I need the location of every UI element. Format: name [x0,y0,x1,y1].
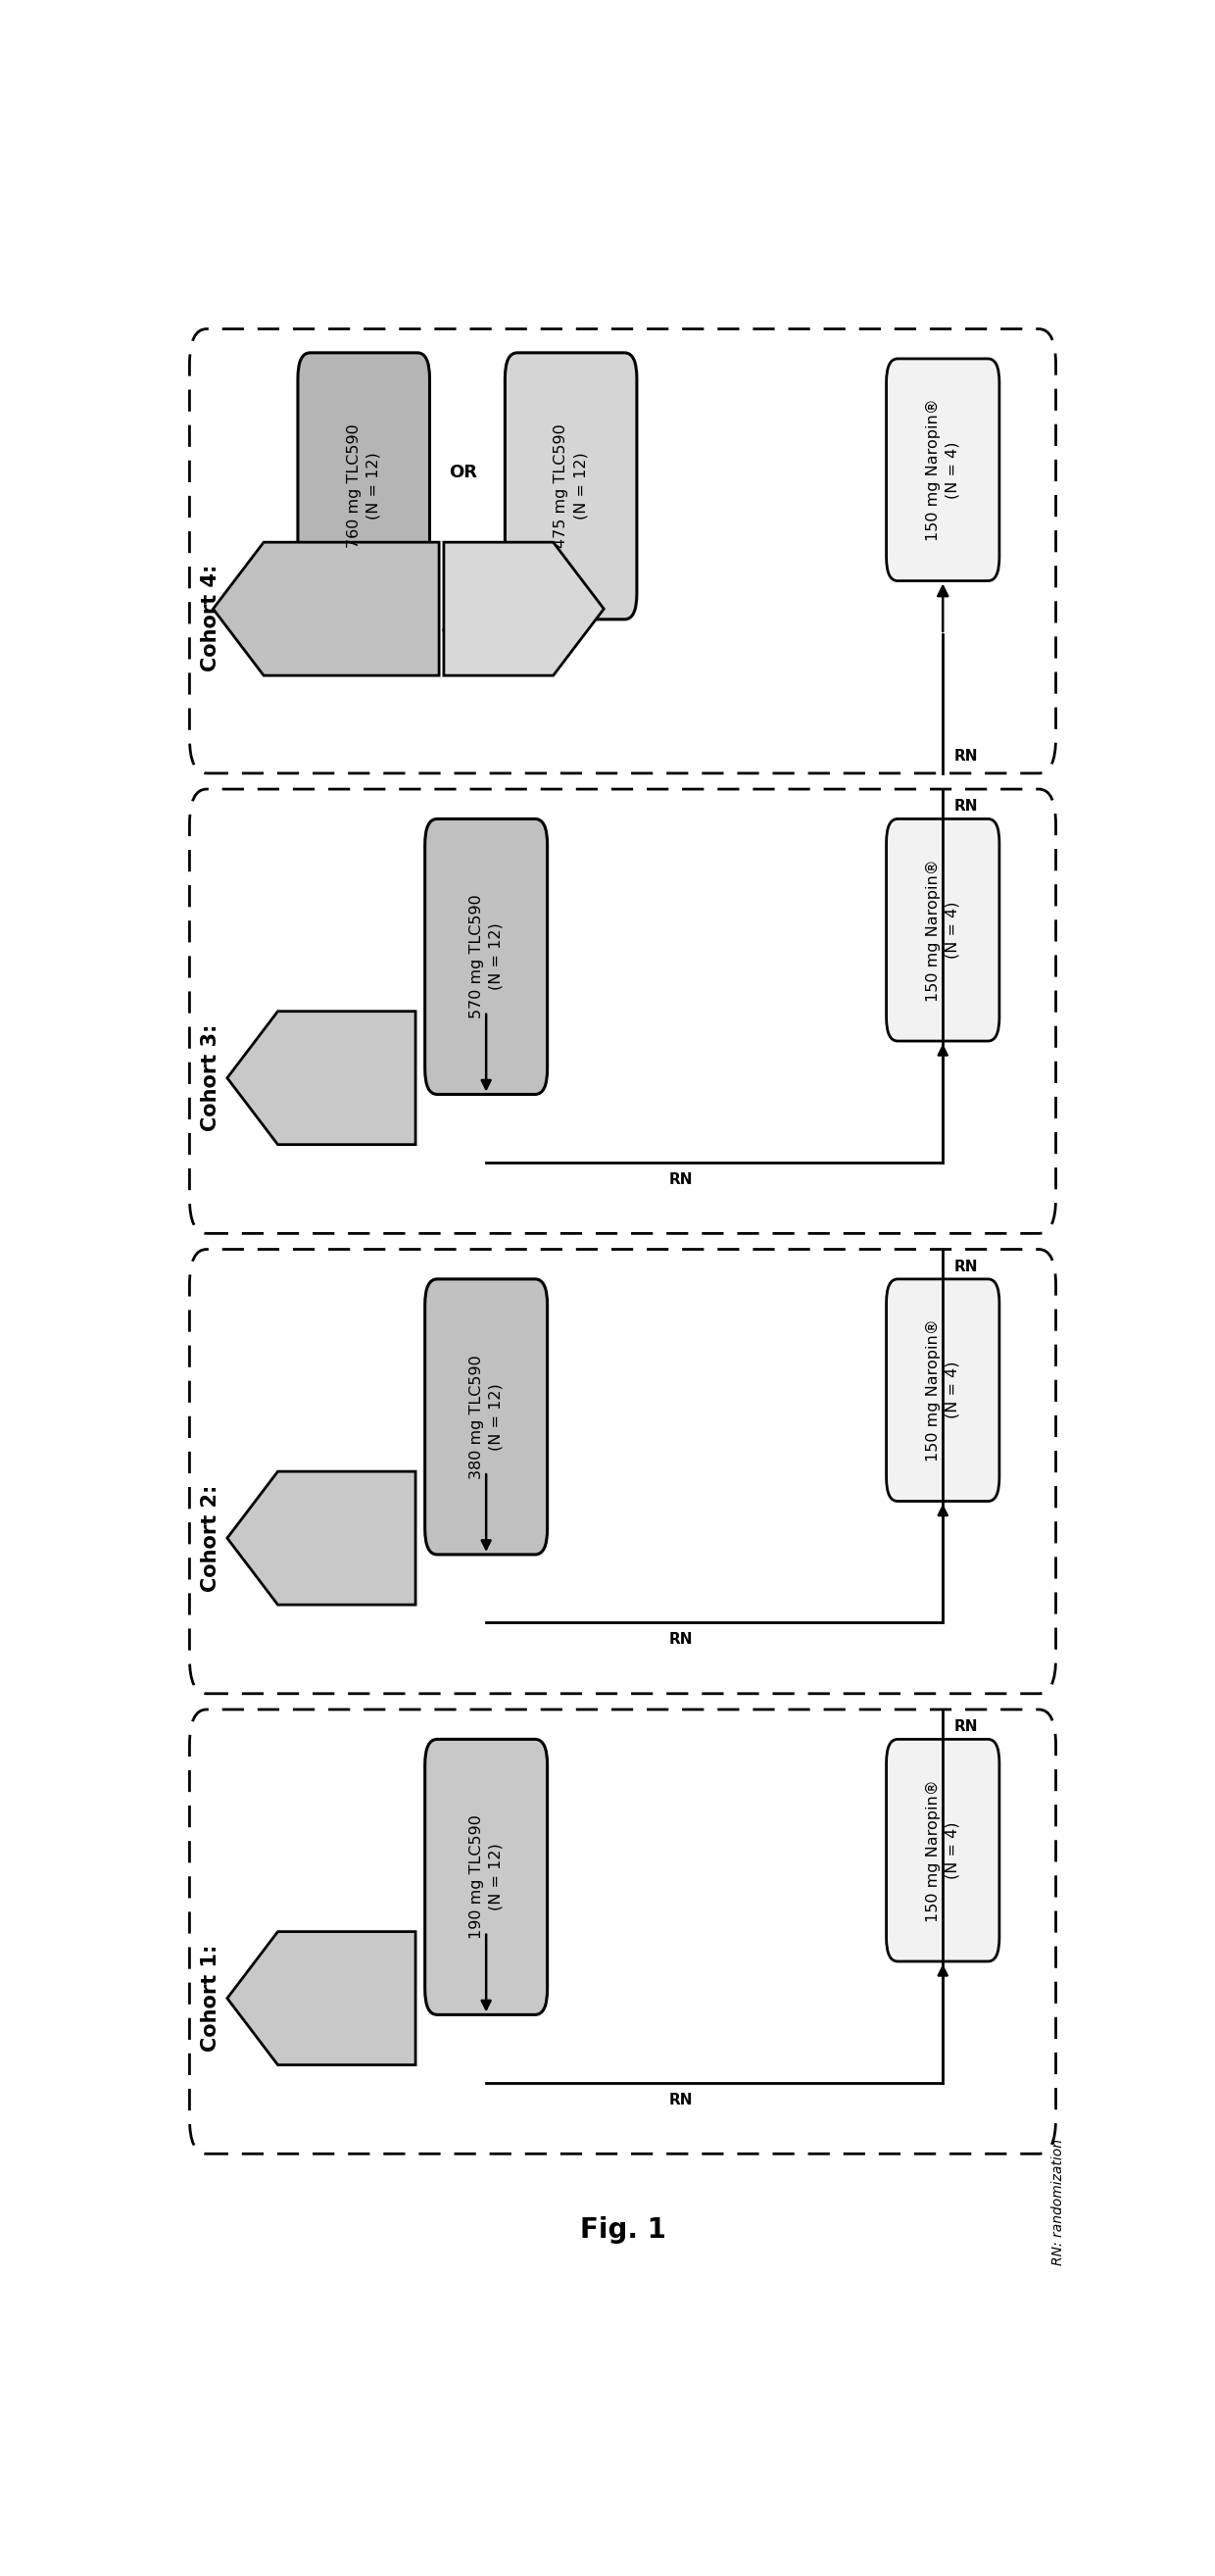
Polygon shape [443,541,604,675]
Text: RN: RN [668,2092,693,2107]
FancyBboxPatch shape [425,819,547,1095]
Text: Cohort 2:: Cohort 2: [200,1484,220,1592]
FancyBboxPatch shape [505,353,637,618]
Polygon shape [227,1012,416,1144]
Text: 150 mg Naropin®
(N = 4): 150 mg Naropin® (N = 4) [926,858,960,1002]
Polygon shape [227,1932,416,2066]
Polygon shape [213,541,439,675]
FancyBboxPatch shape [887,1280,999,1502]
Text: Cohort 3:: Cohort 3: [200,1025,220,1131]
Text: 150 mg Naropin®
(N = 4): 150 mg Naropin® (N = 4) [926,399,960,541]
Text: 380 mg TLC590
(N = 12): 380 mg TLC590 (N = 12) [469,1355,503,1479]
Polygon shape [227,1471,416,1605]
Text: 190 mg TLC590
(N = 12): 190 mg TLC590 (N = 12) [469,1814,503,1940]
Text: Fig. 1: Fig. 1 [580,2215,666,2244]
Text: 475 mg TLC590
(N = 12): 475 mg TLC590 (N = 12) [554,425,588,549]
Text: Cohort 1:: Cohort 1: [200,1945,220,2053]
Text: 760 mg TLC590
(N = 12): 760 mg TLC590 (N = 12) [346,425,380,549]
Text: RN: RN [954,799,978,814]
Text: 150 mg Naropin®
(N = 4): 150 mg Naropin® (N = 4) [926,1780,960,1922]
Text: RN: RN [668,1172,693,1188]
Text: RN: RN [668,1633,693,1646]
FancyBboxPatch shape [887,358,999,580]
FancyBboxPatch shape [298,353,430,618]
FancyBboxPatch shape [425,1280,547,1553]
Text: RN: randomization: RN: randomization [1051,2138,1066,2267]
Text: RN: RN [954,750,978,762]
Text: Cohort 4:: Cohort 4: [200,564,220,672]
FancyBboxPatch shape [887,1739,999,1960]
Text: 570 mg TLC590
(N = 12): 570 mg TLC590 (N = 12) [469,894,503,1018]
Text: RN: RN [954,1260,978,1275]
FancyBboxPatch shape [425,1739,547,2014]
Text: RN: RN [954,1718,978,1734]
Text: OR: OR [448,464,476,482]
Text: 150 mg Naropin®
(N = 4): 150 mg Naropin® (N = 4) [926,1319,960,1461]
FancyBboxPatch shape [887,819,999,1041]
